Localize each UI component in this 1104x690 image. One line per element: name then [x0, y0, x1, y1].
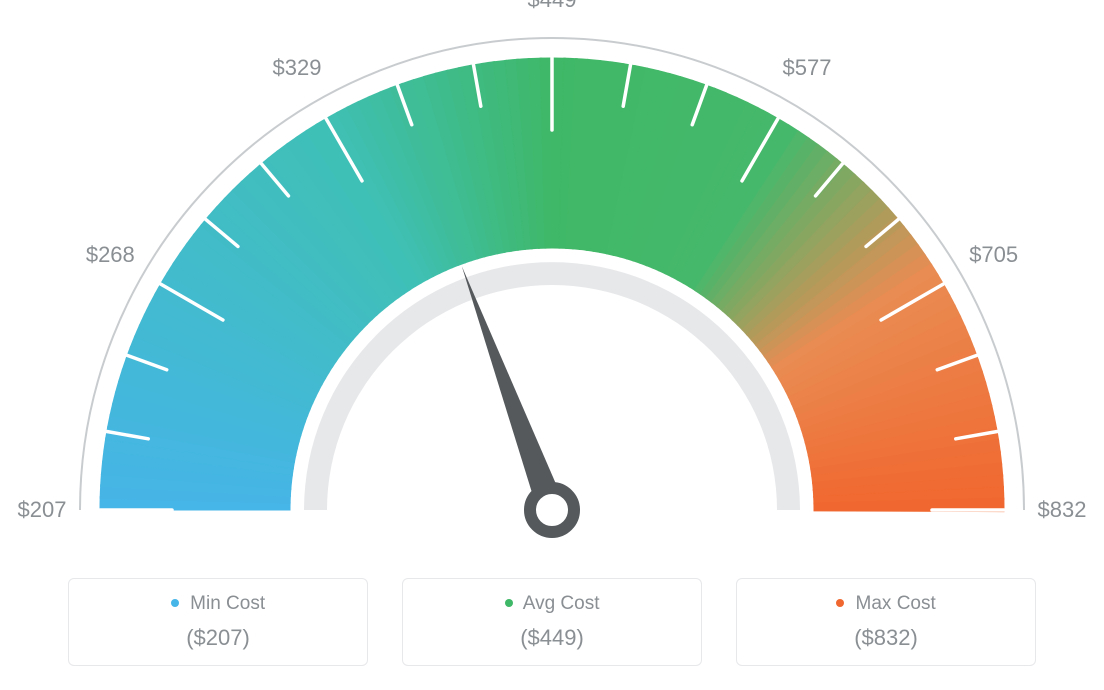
- legend-label: Max Cost: [856, 593, 936, 614]
- dot-icon: [505, 599, 513, 607]
- gauge-svg: [0, 0, 1104, 560]
- dot-icon: [171, 599, 179, 607]
- gauge-tick-label: $207: [18, 497, 67, 523]
- legend-value-max: ($832): [737, 625, 1035, 651]
- legend-value-min: ($207): [69, 625, 367, 651]
- legend-title-min: Min Cost: [69, 593, 367, 615]
- legend-card-avg: Avg Cost ($449): [402, 578, 702, 666]
- gauge-chart: $207 $268 $329 $449 $577 $705 $832: [0, 0, 1104, 560]
- legend-title-avg: Avg Cost: [403, 593, 701, 615]
- dot-icon: [836, 599, 844, 607]
- gauge-tick-label: $268: [86, 242, 135, 268]
- legend-card-max: Max Cost ($832): [736, 578, 1036, 666]
- legend-label: Min Cost: [190, 593, 265, 614]
- legend-value-avg: ($449): [403, 625, 701, 651]
- gauge-tick-label: $329: [273, 55, 322, 81]
- gauge-tick-label: $449: [528, 0, 577, 13]
- legend-title-max: Max Cost: [737, 593, 1035, 615]
- gauge-tick-label: $577: [783, 55, 832, 81]
- legend-card-min: Min Cost ($207): [68, 578, 368, 666]
- legend-row: Min Cost ($207) Avg Cost ($449) Max Cost…: [0, 578, 1104, 666]
- gauge-tick-label: $705: [969, 242, 1018, 268]
- legend-label: Avg Cost: [523, 593, 600, 614]
- gauge-tick-label: $832: [1038, 497, 1087, 523]
